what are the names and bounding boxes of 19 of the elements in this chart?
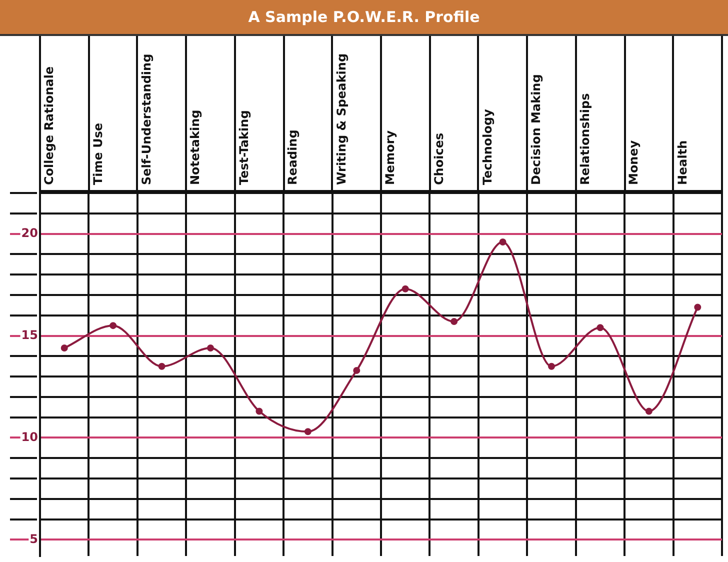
y-tick-label: 5 — [30, 532, 38, 546]
x-tick-label: Reading — [286, 130, 300, 185]
x-tick-label: Health — [675, 140, 690, 185]
x-tick-label: College Rationale — [42, 66, 56, 185]
x-tick-label: Self-Understanding — [140, 54, 154, 185]
x-tick-label: Choices — [432, 132, 446, 185]
x-tick-label: Notetaking — [188, 110, 202, 185]
x-tick-label: Decision Making — [529, 74, 544, 185]
x-tick-label: Test-Taking — [236, 110, 251, 185]
y-tick-label: 15 — [21, 328, 38, 342]
x-tick-label: Money — [626, 140, 641, 185]
x-tick-label: Technology — [480, 108, 495, 185]
x-tick-label: Relationships — [578, 93, 592, 185]
x-tick-label: Writing & Speaking — [334, 53, 348, 185]
x-tick-label: Time Use — [90, 122, 105, 185]
chart-title: A Sample P.O.W.E.R. Profile — [0, 0, 728, 36]
y-tick-label: 10 — [21, 430, 38, 444]
y-tick-label: 20 — [21, 226, 38, 240]
x-tick-label: Memory — [383, 130, 398, 185]
